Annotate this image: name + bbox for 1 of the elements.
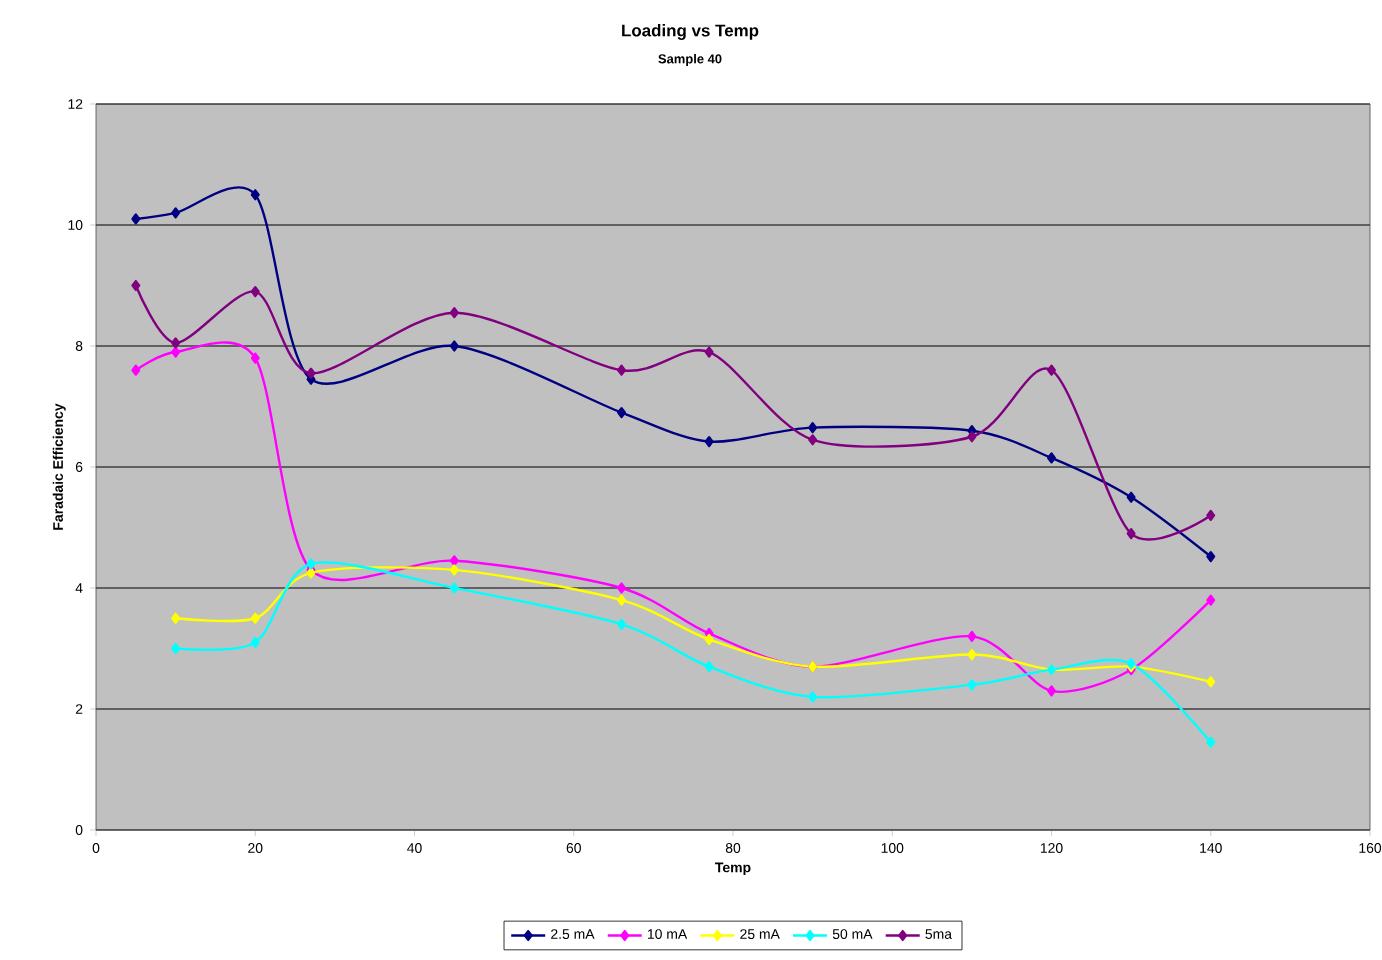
chart-title: Loading vs Temp (622, 24, 759, 40)
